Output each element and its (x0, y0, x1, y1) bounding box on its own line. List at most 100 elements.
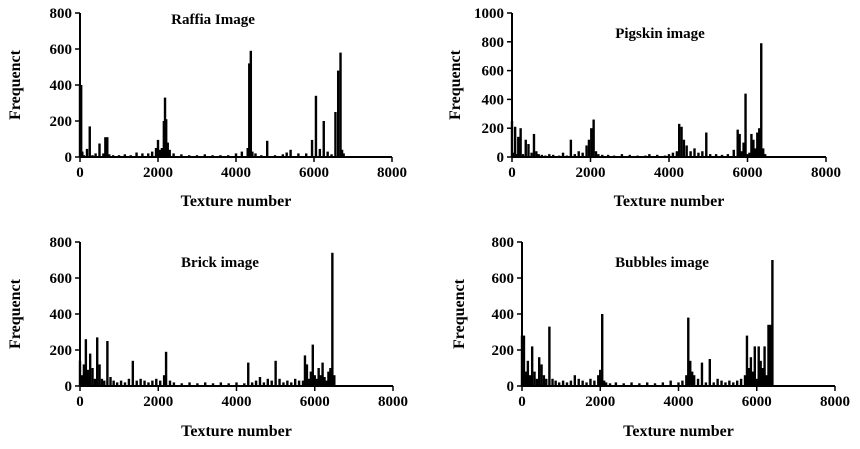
bar (168, 149, 171, 157)
bar (154, 148, 158, 157)
x-axis-label: Texture number (614, 193, 725, 210)
y-tick-label: 600 (50, 271, 73, 287)
bar (592, 119, 595, 157)
y-axis-label: Frequenct (7, 278, 24, 349)
bar (281, 154, 284, 157)
bar (102, 153, 105, 157)
bar (767, 324, 770, 386)
bar (196, 383, 199, 386)
x-tick-label: 0 (76, 165, 84, 181)
y-tick-label: 0 (65, 379, 73, 395)
bar (761, 368, 764, 386)
bar (150, 151, 154, 157)
bar (278, 378, 281, 386)
bar (581, 380, 584, 386)
bar (739, 378, 743, 386)
bar (585, 382, 588, 386)
bar (524, 139, 527, 157)
chart-panel: 0 2000 4000 6000 8000 0 200 400 600 800 Raffia Ima… (7, 6, 407, 210)
bar (656, 154, 659, 157)
bar (538, 357, 541, 386)
chart-title: Pigskin image (615, 26, 705, 42)
bar (758, 128, 761, 157)
bar (119, 380, 123, 386)
bar (724, 382, 727, 386)
bar (334, 112, 337, 157)
bar (285, 152, 288, 157)
bar (86, 369, 90, 386)
bar (690, 371, 694, 386)
bar (98, 143, 101, 157)
bar (751, 371, 755, 386)
bar (726, 154, 730, 157)
bar (314, 95, 318, 157)
bar (709, 154, 712, 157)
x-tick-label: 8000 (378, 394, 408, 410)
bar (204, 382, 207, 386)
bar (342, 153, 345, 157)
bar (297, 153, 300, 157)
bar (608, 383, 612, 386)
bar (323, 377, 326, 386)
bar (243, 383, 246, 386)
bar (749, 357, 753, 386)
bar (704, 382, 708, 386)
bar (96, 337, 99, 386)
bar (104, 137, 107, 157)
bar (81, 151, 84, 157)
bar (297, 380, 301, 386)
bar (340, 149, 344, 157)
bar (581, 152, 584, 157)
bar (250, 382, 254, 386)
bar (317, 368, 320, 386)
bar (753, 346, 756, 386)
y-tick-label: 600 (50, 42, 73, 58)
bar (274, 360, 277, 386)
bar (147, 382, 150, 386)
bar (687, 317, 690, 386)
bar (765, 375, 768, 386)
x-tick-label: 4000 (222, 394, 252, 410)
bar (696, 378, 700, 386)
bar (266, 140, 269, 157)
x-tick-label: 8000 (811, 165, 841, 181)
x-tick-label: 6000 (300, 394, 330, 410)
bar (601, 154, 604, 157)
bar (755, 378, 758, 386)
bar (557, 382, 561, 386)
bar (108, 154, 111, 157)
bar (282, 382, 285, 386)
bar (530, 346, 534, 386)
x-tick-label: 4000 (654, 165, 684, 181)
bar (227, 383, 230, 386)
bar (540, 364, 543, 386)
bar (716, 378, 719, 386)
y-axis-label: Frequenct (447, 49, 464, 120)
bar (254, 380, 258, 386)
bar (740, 151, 743, 157)
x-tick-label: 4000 (664, 394, 694, 410)
bar (327, 371, 330, 386)
bar (311, 344, 314, 386)
bar (270, 380, 273, 386)
bar (577, 151, 580, 157)
bar (689, 151, 692, 157)
chart-title: Brick image (181, 255, 259, 271)
bar (156, 139, 160, 157)
bar (535, 378, 539, 386)
bar (293, 378, 297, 386)
bar (705, 132, 708, 157)
y-tick-label: 800 (50, 6, 73, 22)
y-tick-label: 400 (50, 307, 73, 323)
bar (123, 154, 127, 157)
bar (234, 153, 238, 157)
chart-title: Bubbles image (615, 255, 709, 271)
bar (606, 154, 610, 157)
bar (164, 351, 168, 386)
bar (85, 148, 89, 157)
bar (646, 382, 649, 386)
bar (155, 378, 158, 386)
bar (172, 382, 176, 386)
bar (685, 375, 688, 386)
bar (303, 355, 307, 386)
